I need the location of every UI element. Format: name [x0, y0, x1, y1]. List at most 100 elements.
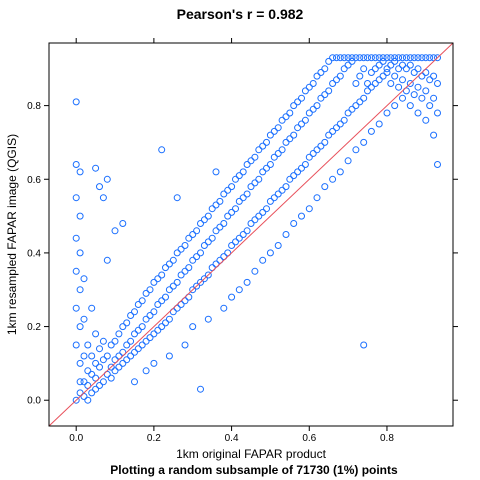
y-tick-label: 0.6 — [27, 175, 41, 186]
data-point — [150, 330, 158, 338]
data-point — [317, 142, 325, 150]
data-point — [84, 367, 92, 375]
y-axis-ticks: 0.0 0.2 0.4 0.6 0.8 — [27, 101, 458, 407]
data-point — [208, 205, 216, 213]
data-point — [375, 54, 383, 62]
data-point — [290, 172, 298, 180]
data-point — [364, 80, 371, 87]
data-point — [298, 94, 305, 102]
data-point — [333, 124, 340, 132]
y-tick-label: 0.4 — [27, 248, 41, 259]
data-point — [410, 69, 418, 76]
data-point — [434, 80, 441, 87]
data-point — [301, 87, 309, 95]
data-point — [99, 337, 107, 345]
data-point — [228, 293, 236, 301]
data-point — [76, 168, 84, 176]
data-point — [119, 323, 127, 331]
data-point — [228, 208, 236, 216]
data-point — [294, 98, 302, 106]
data-point — [391, 102, 399, 110]
x-axis-label: 1km original FAPAR product — [176, 447, 327, 461]
data-point — [434, 109, 441, 117]
data-point — [146, 312, 154, 319]
data-point — [274, 242, 282, 249]
data-point — [247, 220, 255, 227]
data-point — [80, 378, 88, 386]
data-point — [212, 227, 220, 235]
data-point — [321, 65, 329, 73]
data-point — [278, 186, 286, 194]
data-point — [336, 54, 344, 62]
data-point — [422, 116, 430, 124]
data-point — [134, 345, 142, 353]
y-axis-label: 1km resampled FAPAR image (QGIS) — [5, 134, 19, 335]
data-point — [406, 80, 414, 87]
data-point — [76, 286, 84, 294]
data-point — [344, 54, 352, 62]
data-point — [92, 374, 100, 382]
data-point — [278, 116, 286, 124]
data-point — [235, 286, 243, 294]
data-point — [169, 256, 177, 264]
data-point — [387, 54, 395, 62]
data-point — [278, 146, 286, 154]
data-point — [158, 271, 166, 279]
x-tick-label: 0.8 — [380, 433, 394, 444]
data-point — [146, 286, 154, 294]
data-point — [426, 54, 434, 62]
data-point — [348, 54, 356, 62]
data-point — [173, 194, 181, 202]
data-point — [72, 194, 80, 202]
data-point — [162, 319, 169, 327]
data-point — [266, 161, 274, 168]
data-point — [131, 308, 138, 316]
data-point — [216, 223, 224, 231]
data-point — [406, 102, 414, 110]
data-point — [379, 57, 387, 65]
data-point — [239, 194, 247, 202]
data-point — [340, 65, 348, 73]
data-point — [282, 138, 290, 146]
data-point — [119, 359, 127, 367]
data-point — [251, 267, 259, 275]
data-point — [270, 194, 278, 202]
data-point — [142, 289, 150, 297]
data-point — [72, 341, 80, 349]
data-point — [131, 348, 138, 356]
data-point — [72, 304, 80, 312]
data-point — [247, 183, 255, 191]
data-point — [375, 61, 383, 69]
y-tick-label: 0.0 — [27, 396, 41, 407]
data-point — [391, 54, 399, 62]
data-point — [96, 382, 103, 389]
data-point — [294, 168, 302, 176]
data-point — [375, 76, 383, 84]
data-point — [270, 153, 278, 161]
data-point — [336, 72, 344, 80]
data-point — [395, 65, 403, 73]
data-point — [344, 61, 352, 69]
data-point — [387, 61, 395, 69]
data-point — [154, 275, 162, 283]
data-point — [329, 127, 337, 135]
data-point — [402, 87, 410, 95]
data-point — [173, 278, 181, 286]
data-point — [309, 150, 317, 157]
data-point — [107, 341, 115, 349]
data-point — [301, 161, 309, 168]
data-point — [290, 131, 298, 139]
data-point — [426, 76, 434, 84]
data-point — [298, 212, 305, 220]
data-point — [383, 65, 391, 73]
data-point — [208, 234, 216, 242]
data-point — [92, 385, 100, 393]
x-tick-label: 0.2 — [147, 433, 161, 444]
data-point — [177, 245, 185, 253]
data-point — [410, 91, 418, 99]
data-point — [259, 168, 267, 176]
data-point — [92, 330, 100, 338]
data-point — [313, 102, 321, 110]
data-point — [134, 301, 142, 308]
data-point — [263, 205, 270, 213]
